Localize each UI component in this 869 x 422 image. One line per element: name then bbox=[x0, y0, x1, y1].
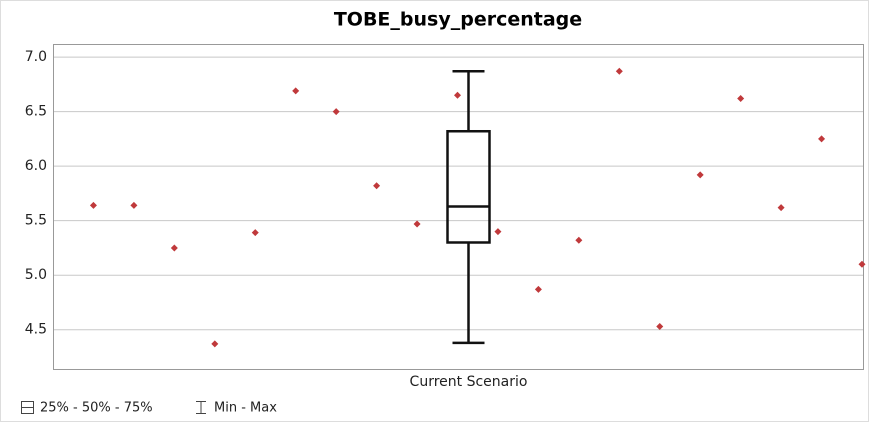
data-point bbox=[211, 340, 219, 348]
data-point bbox=[251, 229, 259, 237]
y-tick-label: 6.0 bbox=[25, 158, 47, 174]
data-point bbox=[777, 204, 785, 212]
data-point bbox=[494, 228, 502, 236]
y-tick-label: 7.0 bbox=[25, 49, 47, 65]
data-point bbox=[858, 260, 866, 268]
data-point bbox=[130, 201, 138, 209]
chart-title: TOBE_busy_percentage bbox=[334, 9, 582, 31]
y-tick-label: 6.5 bbox=[25, 104, 47, 120]
data-point bbox=[615, 67, 623, 75]
data-point bbox=[454, 91, 461, 99]
legend-label: 25% - 50% - 75% bbox=[40, 401, 153, 416]
legend: 25% - 50% - 75% Min - Max bbox=[21, 401, 277, 416]
plot-frame bbox=[53, 44, 864, 370]
data-point bbox=[534, 285, 542, 293]
y-tick-label: 5.5 bbox=[25, 213, 47, 229]
data-point bbox=[656, 322, 664, 330]
box bbox=[446, 129, 491, 244]
data-point bbox=[696, 171, 704, 179]
x-tick-label: Current Scenario bbox=[410, 374, 528, 390]
legend-label: Min - Max bbox=[214, 401, 277, 416]
y-tick-label: 4.5 bbox=[25, 322, 47, 338]
data-point bbox=[413, 220, 421, 228]
data-point bbox=[575, 236, 583, 244]
data-point bbox=[170, 244, 178, 252]
data-point bbox=[373, 182, 381, 190]
data-point bbox=[818, 135, 826, 143]
data-point bbox=[332, 108, 340, 116]
data-point bbox=[737, 95, 745, 103]
data-point bbox=[292, 87, 300, 95]
data-point bbox=[89, 201, 97, 209]
legend-whisker-icon bbox=[196, 401, 206, 414]
y-tick-label: 5.0 bbox=[25, 267, 47, 283]
